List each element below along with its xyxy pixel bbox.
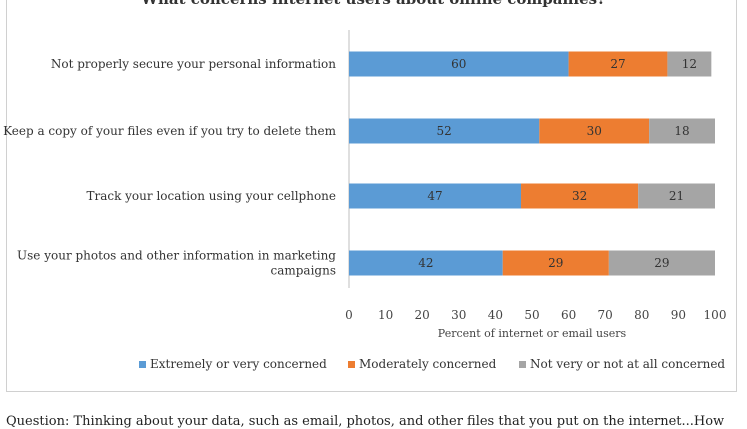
- legend-label: Not very or not at all concerned: [530, 357, 725, 371]
- bar-segment: [521, 183, 639, 209]
- bar-data-label: 29: [654, 256, 669, 270]
- bar-data-label: 32: [572, 189, 587, 203]
- bar-data-label: 60: [451, 57, 466, 71]
- bar-segment: [649, 118, 715, 144]
- x-tick-label: 20: [415, 308, 430, 322]
- x-tick-label: 40: [488, 308, 503, 322]
- legend-swatch: [519, 361, 526, 368]
- bar-data-label: 30: [587, 124, 602, 138]
- bar-data-label: 29: [548, 256, 563, 270]
- x-tick-label: 90: [671, 308, 686, 322]
- question-note: Question: Thinking about your data, such…: [6, 414, 725, 429]
- category-label: Keep a copy of your files even if you tr…: [3, 124, 337, 138]
- legend-label: Moderately concerned: [359, 357, 497, 371]
- category-label: campaigns: [271, 264, 337, 278]
- category-label: Not properly secure your personal inform…: [51, 57, 336, 71]
- x-tick-label: 70: [598, 308, 613, 322]
- bar-segment: [502, 250, 609, 276]
- bar-data-label: 12: [682, 57, 697, 71]
- x-axis-title: Percent of internet or email users: [438, 327, 627, 340]
- bar-segment: [349, 51, 569, 77]
- bar-data-label: 27: [610, 57, 625, 71]
- category-label: Track your location using your cellphone: [86, 189, 336, 203]
- bar-data-label: 18: [674, 124, 689, 138]
- legend-swatch: [348, 361, 355, 368]
- bar-segment: [608, 250, 715, 276]
- bar-segment: [638, 183, 715, 209]
- bar-segment: [349, 250, 503, 276]
- x-tick-label: 100: [704, 308, 727, 322]
- stacked-bar-chart: Not properly secure your personal inform…: [3, 30, 727, 371]
- x-tick-label: 0: [345, 308, 353, 322]
- category-label: Use your photos and other information in…: [17, 249, 336, 263]
- bar-data-label: 47: [427, 189, 442, 203]
- x-tick-label: 10: [378, 308, 393, 322]
- x-tick-label: 30: [451, 308, 466, 322]
- x-tick-label: 50: [524, 308, 539, 322]
- bar-segment: [349, 118, 540, 144]
- bar-segment: [667, 51, 712, 77]
- bar-data-label: 21: [669, 189, 684, 203]
- legend-swatch: [139, 361, 146, 368]
- legend-label: Extremely or very concerned: [150, 357, 327, 371]
- x-tick-label: 80: [634, 308, 649, 322]
- chart-title: What concerns internet users about onlin…: [0, 0, 747, 8]
- chart-frame: [6, 0, 737, 392]
- bar-segment: [539, 118, 650, 144]
- bar-data-label: 42: [418, 256, 433, 270]
- bar-segment: [568, 51, 668, 77]
- bar-data-label: 52: [437, 124, 452, 138]
- bar-segment: [349, 183, 522, 209]
- x-tick-label: 60: [561, 308, 576, 322]
